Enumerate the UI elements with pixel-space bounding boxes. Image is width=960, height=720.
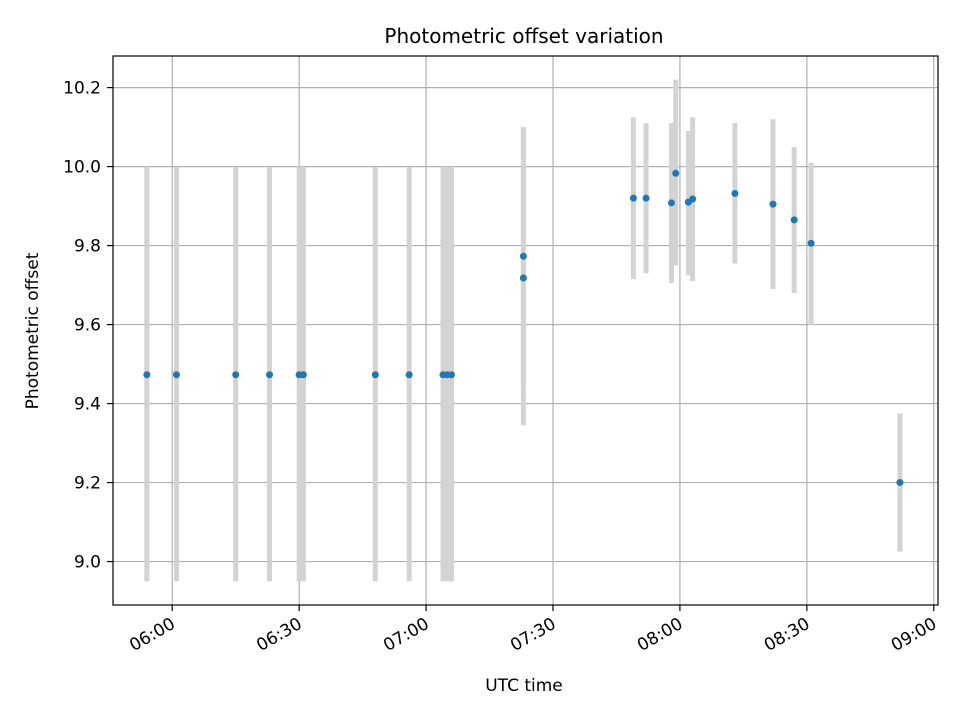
data-point — [689, 195, 697, 203]
chart-title: Photometric offset variation — [384, 24, 663, 48]
y-tick-label: 9.8 — [74, 237, 101, 257]
plot-frame — [112, 55, 939, 606]
y-tick-label: 10.2 — [63, 79, 101, 99]
y-tick-label: 9.2 — [74, 474, 101, 494]
data-points — [143, 169, 904, 487]
data-point — [405, 371, 413, 379]
data-point — [642, 194, 650, 202]
data-point — [672, 169, 680, 177]
x-axis-title: UTC time — [485, 676, 563, 696]
data-point — [172, 371, 180, 379]
data-point — [447, 371, 455, 379]
data-point — [807, 239, 815, 247]
data-point — [667, 199, 675, 207]
data-point — [629, 194, 637, 202]
y-tick-label: 9.4 — [74, 395, 101, 415]
y-axis-title: Photometric offset — [23, 252, 43, 409]
data-point — [519, 252, 527, 260]
data-point — [769, 200, 777, 208]
data-point — [731, 189, 739, 197]
data-point — [896, 479, 904, 487]
data-point — [790, 216, 798, 224]
data-point — [232, 371, 240, 379]
data-point — [266, 371, 274, 379]
y-tick-label: 9.0 — [74, 553, 101, 573]
data-point — [519, 274, 527, 282]
data-point — [371, 371, 379, 379]
y-tick-label: 9.6 — [74, 316, 101, 336]
y-tick-label: 10.0 — [63, 158, 101, 178]
data-point — [143, 371, 151, 379]
data-point — [299, 371, 307, 379]
